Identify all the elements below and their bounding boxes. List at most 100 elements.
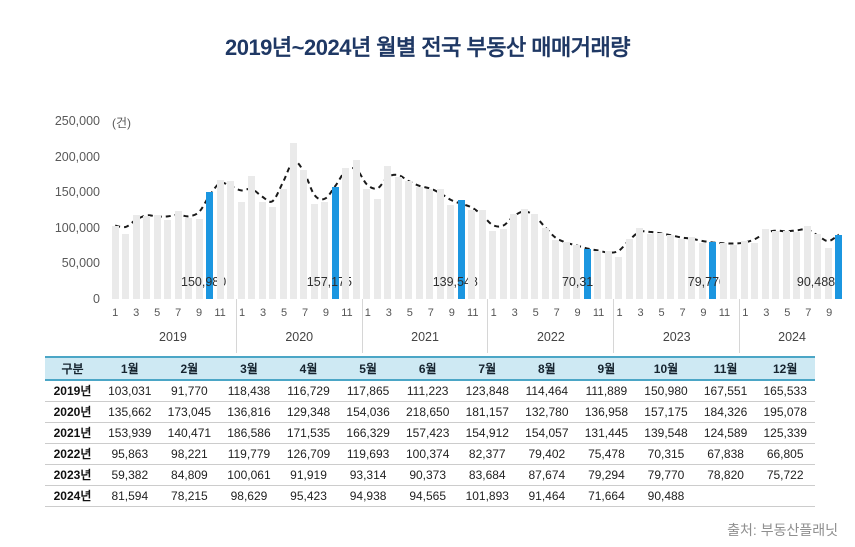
bar-2020-5 <box>279 189 287 299</box>
table-cell: 98,221 <box>159 443 220 465</box>
month-tick-label: 9 <box>196 307 203 319</box>
month-tick-label: 11 <box>467 307 479 319</box>
trend-line <box>114 160 840 254</box>
table-cell: 93,314 <box>338 464 398 486</box>
month-tick-label: 5 <box>154 307 161 319</box>
monthly-data-table: 구분 1월 2월 3월 4월 5월 6월 7월 8월 9월 10월 11월 12월 2019년 103,0… <box>45 356 815 507</box>
month-tick-label: 5 <box>532 307 539 319</box>
month-tick-label: 11 <box>214 307 226 319</box>
bar-2024-7 <box>803 226 811 299</box>
table-cell: 154,912 <box>457 422 518 444</box>
table-cell: 123,848 <box>457 380 518 402</box>
bar-2024-6 <box>793 231 801 299</box>
bar-2024-10 <box>835 234 843 299</box>
month-tick-label: 1 <box>616 307 623 319</box>
month-tick-label: 7 <box>301 307 309 319</box>
table-cell: 154,057 <box>517 422 577 444</box>
bar-2023-6 <box>667 234 675 299</box>
x-axis-year-group-2022: 1 3 5 7 9 11 2022 <box>487 299 613 353</box>
table-header-cell: 6월 <box>397 356 458 381</box>
table-cell: 94,938 <box>338 485 398 507</box>
month-tick-label: 11 <box>341 307 353 319</box>
table-header-cell: 10월 <box>636 356 696 381</box>
bar-2024-4 <box>772 231 780 299</box>
y-tick-label: 0 <box>93 292 100 306</box>
month-tick-label: 3 <box>259 307 267 319</box>
month-tick-label: 1 <box>238 307 246 319</box>
bar-2021-5 <box>405 180 413 299</box>
month-ticks: 1 3 5 7 9 11 <box>363 299 488 327</box>
bar-2022-6 <box>541 227 549 299</box>
table-cell: 118,438 <box>219 380 279 402</box>
year-label-2021: 2021 <box>411 330 439 344</box>
highlight-value-label-2021: 139,548 <box>432 275 478 289</box>
bar-2023-11 <box>719 242 727 299</box>
table-cell: 94,565 <box>397 485 458 507</box>
table-cell: 157,423 <box>397 422 458 444</box>
table-cell: 87,674 <box>517 464 577 486</box>
month-tick-label: 1 <box>364 307 371 319</box>
bar-2023-4 <box>646 233 654 299</box>
table-cell: 119,779 <box>219 443 279 465</box>
table-header-cell: 7월 <box>457 356 518 381</box>
x-axis-year-group-2023: 1 3 5 7 9 11 2023 <box>613 299 739 353</box>
x-axis-year-group-2019: 1 3 5 7 9 11 2019 <box>110 299 236 353</box>
month-tick-label: 3 <box>385 307 392 319</box>
bar-2023-7 <box>677 239 685 299</box>
bar-2022-9 <box>573 245 581 299</box>
table-cell: 114,464 <box>517 380 577 402</box>
month-ticks: 1 3 5 7 9 11 <box>237 299 362 327</box>
table-cell: 78,215 <box>159 485 220 507</box>
table-cell: 100,061 <box>219 464 279 486</box>
table-cell: 98,629 <box>219 485 279 507</box>
table-cell: 129,348 <box>278 401 339 423</box>
table-cell: 195,078 <box>755 401 815 423</box>
table-row-2024: 2024년 81,594 78,215 98,629 95,423 94,938 94,56… <box>45 485 815 507</box>
bar-2019-6 <box>164 219 172 299</box>
table-body: 2019년 103,031 91,770 118,438 116,729 117,865 1… <box>45 380 815 507</box>
bar-2019-1 <box>111 225 119 299</box>
table-cell: 166,329 <box>338 422 398 444</box>
bar-2023-8 <box>688 236 696 299</box>
table-cell: 136,816 <box>219 401 279 423</box>
month-tick-label: 9 <box>322 307 329 319</box>
table-cell: 153,939 <box>100 422 160 444</box>
bar-2022-1 <box>489 230 497 299</box>
bar-2022-7 <box>552 240 560 299</box>
table-cell: 139,548 <box>636 422 696 444</box>
table-cell: 78,820 <box>695 464 756 486</box>
month-tick-label: 3 <box>637 307 644 319</box>
month-tick-label: 9 <box>448 307 455 319</box>
table-cell: 100,374 <box>397 443 458 465</box>
table-cell: 181,157 <box>457 401 518 423</box>
y-axis-unit-label: (건) <box>112 116 132 130</box>
table-cell: 75,722 <box>755 464 815 486</box>
year-label-2019: 2019 <box>159 330 187 344</box>
table-header: 구분 1월 2월 3월 4월 5월 6월 7월 8월 9월 10월 11월 12월 <box>45 356 815 381</box>
bar-2023-10 <box>709 242 717 299</box>
bar-2020-11 <box>342 167 350 299</box>
month-tick-label: 11 <box>718 307 731 319</box>
bar-2023-3 <box>636 227 644 299</box>
table-header-cell: 2월 <box>159 356 220 381</box>
bar-2022-3 <box>510 213 518 299</box>
bar-2021-12 <box>478 209 486 299</box>
table-cell: 140,471 <box>159 422 220 444</box>
bar-2021-1 <box>363 189 371 299</box>
table-cell: 165,533 <box>755 380 815 402</box>
table-cell: 71,664 <box>576 485 637 507</box>
month-ticks: 1 3 5 7 9 11 <box>488 299 613 327</box>
table-cell <box>695 485 756 507</box>
month-tick-label: 7 <box>427 307 434 319</box>
bar-2023-2 <box>625 238 633 299</box>
table-cell: 79,770 <box>636 464 696 486</box>
table-cell: 131,445 <box>576 422 637 444</box>
bar-2019-5 <box>153 215 161 299</box>
month-tick-label: 5 <box>406 307 413 319</box>
table-cell: 79,402 <box>517 443 577 465</box>
table-cell: 83,684 <box>457 464 518 486</box>
table-cell: 67,838 <box>695 443 756 465</box>
table-cell: 171,535 <box>278 422 339 444</box>
bar-2021-8 <box>436 189 444 299</box>
